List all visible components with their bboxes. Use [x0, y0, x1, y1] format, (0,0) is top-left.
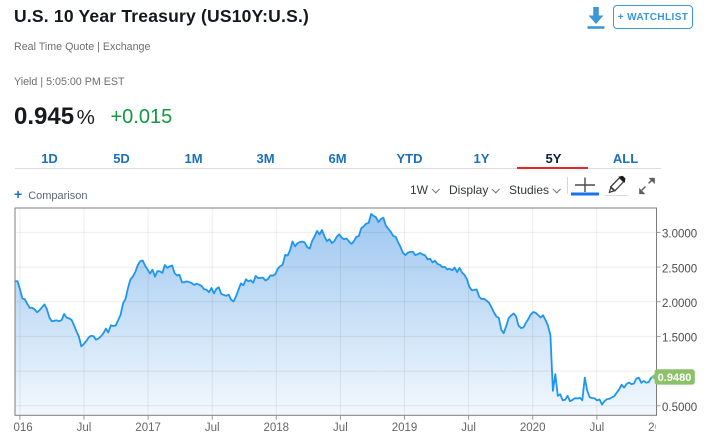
svg-text:Jul: Jul [589, 422, 604, 434]
svg-text:1.5000: 1.5000 [662, 333, 697, 345]
svg-text:2016: 2016 [7, 422, 33, 434]
svg-text:2021: 2021 [648, 422, 674, 434]
svg-text:0.5000: 0.5000 [662, 402, 697, 414]
svg-text:3.0000: 3.0000 [662, 229, 697, 241]
svg-text:2.0000: 2.0000 [662, 298, 697, 310]
svg-text:Jul: Jul [461, 422, 476, 434]
svg-text:2018: 2018 [264, 422, 290, 434]
svg-text:0.9480: 0.9480 [658, 372, 692, 384]
svg-text:Jul: Jul [205, 422, 220, 434]
svg-text:2020: 2020 [520, 422, 546, 434]
svg-text:Jul: Jul [77, 422, 92, 434]
svg-text:2.5000: 2.5000 [662, 263, 697, 275]
svg-text:2017: 2017 [135, 422, 161, 434]
svg-text:2019: 2019 [392, 422, 418, 434]
svg-text:Jul: Jul [333, 422, 348, 434]
